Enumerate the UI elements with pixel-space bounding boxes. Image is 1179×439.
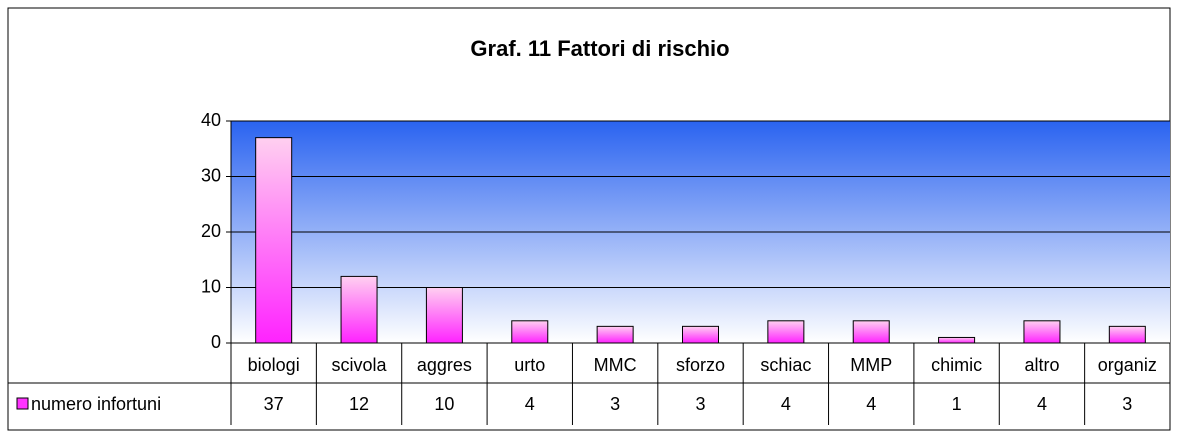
table-value: 3	[610, 394, 620, 414]
legend-swatch	[16, 397, 29, 410]
table-value: 4	[781, 394, 791, 414]
x-tick-label: altro	[1024, 355, 1059, 375]
table-value: 3	[695, 394, 705, 414]
y-tick-label: 30	[201, 165, 221, 185]
bar	[340, 275, 378, 344]
table-value: 4	[525, 394, 535, 414]
bar	[852, 320, 890, 344]
bar	[682, 325, 719, 344]
table-value: 4	[866, 394, 876, 414]
chart-title: Graf. 11 Fattori di rischio	[470, 36, 729, 61]
x-tick-label: schiac	[760, 355, 811, 375]
x-tick-label: chimic	[931, 355, 982, 375]
table-value: 1	[952, 394, 962, 414]
bar	[511, 320, 549, 344]
legend-label: numero infortuni	[31, 394, 161, 414]
x-tick-label: biologi	[248, 355, 300, 375]
y-tick-label: 40	[201, 110, 221, 130]
bar	[767, 320, 805, 344]
y-tick-label: 0	[211, 332, 221, 352]
x-tick-label: organiz	[1098, 355, 1157, 375]
y-tick-label: 10	[201, 276, 221, 296]
table-value: 37	[264, 394, 284, 414]
x-tick-label: sforzo	[676, 355, 725, 375]
bar	[255, 137, 293, 344]
x-tick-label: scivola	[332, 355, 388, 375]
table-value: 12	[349, 394, 369, 414]
table-value: 10	[434, 394, 454, 414]
x-tick-label: MMP	[850, 355, 892, 375]
bar	[425, 287, 463, 344]
bar	[1023, 320, 1061, 344]
y-tick-label: 20	[201, 221, 221, 241]
table-value: 4	[1037, 394, 1047, 414]
bar	[596, 325, 634, 344]
x-tick-label: MMC	[594, 355, 637, 375]
bar	[938, 336, 976, 344]
x-tick-label: urto	[514, 355, 545, 375]
x-tick-label: aggres	[417, 355, 472, 375]
table-value: 3	[1122, 394, 1132, 414]
bar	[1108, 325, 1146, 344]
